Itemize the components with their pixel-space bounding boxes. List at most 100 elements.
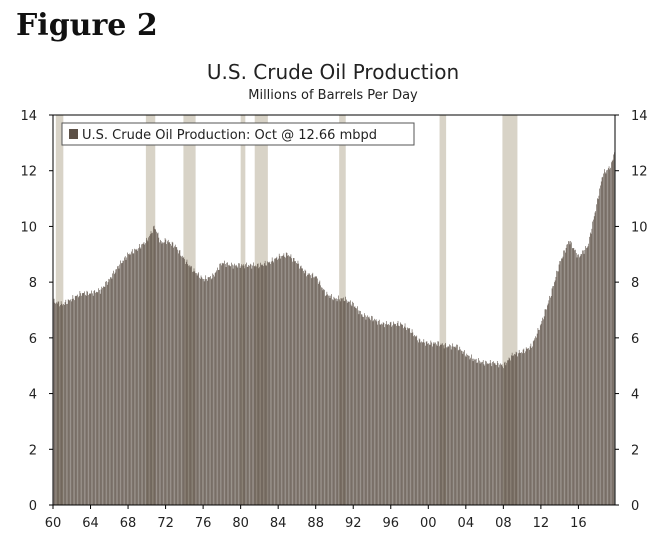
production-bar xyxy=(397,320,399,505)
production-bar xyxy=(249,263,251,505)
production-bar xyxy=(514,354,515,505)
production-bar xyxy=(214,276,215,505)
production-bar xyxy=(267,261,268,505)
production-bar xyxy=(229,265,231,505)
production-bar xyxy=(459,346,461,505)
production-bar xyxy=(267,262,269,505)
production-bar xyxy=(296,262,297,505)
production-bar xyxy=(475,358,477,505)
production-bar xyxy=(172,242,174,505)
production-bar xyxy=(478,358,479,505)
production-bar xyxy=(420,342,421,505)
production-bar xyxy=(268,262,270,505)
production-bar xyxy=(330,295,332,505)
production-bar xyxy=(466,353,468,505)
production-bar xyxy=(415,336,417,505)
production-bar xyxy=(215,271,217,505)
production-bar xyxy=(364,315,366,505)
production-bar xyxy=(477,362,479,505)
production-bar xyxy=(168,242,170,505)
production-bar xyxy=(481,362,482,505)
production-bar xyxy=(474,359,475,505)
production-bar xyxy=(100,289,102,505)
production-bar xyxy=(73,298,74,505)
production-bar xyxy=(433,341,435,505)
production-bar xyxy=(132,253,134,505)
production-bar xyxy=(568,241,570,505)
production-bar xyxy=(301,268,303,505)
production-bar xyxy=(518,353,519,505)
production-bar xyxy=(373,320,375,505)
production-bar xyxy=(453,346,454,505)
production-bar xyxy=(548,300,550,505)
production-bar xyxy=(76,295,78,505)
x-tick-label: 68 xyxy=(120,516,137,531)
production-bar xyxy=(498,367,500,505)
production-bar xyxy=(178,253,179,505)
production-bar xyxy=(538,329,539,505)
production-bar xyxy=(375,320,376,505)
plot-frame xyxy=(52,114,616,506)
production-bar xyxy=(225,267,227,505)
production-bar xyxy=(86,290,88,505)
production-bar xyxy=(550,296,552,505)
production-bar xyxy=(181,255,183,505)
production-bar xyxy=(171,241,173,505)
production-bar xyxy=(476,362,478,505)
production-bar xyxy=(153,226,154,505)
production-bar xyxy=(332,300,334,505)
production-bar xyxy=(189,265,190,505)
production-bar xyxy=(602,176,604,505)
production-bar xyxy=(275,258,277,505)
production-bar xyxy=(450,345,451,505)
production-bar xyxy=(66,304,67,505)
production-bar xyxy=(124,256,126,505)
production-bar xyxy=(407,327,408,505)
production-bar xyxy=(525,351,526,505)
production-bar xyxy=(414,336,416,505)
left-tick-label: 6 xyxy=(29,332,37,347)
production-bar xyxy=(262,264,264,505)
production-bar xyxy=(235,265,236,505)
production-bar xyxy=(78,297,79,505)
production-bar xyxy=(194,271,196,505)
production-bar xyxy=(110,277,112,505)
production-bar xyxy=(67,299,69,505)
production-bar xyxy=(342,297,344,505)
production-bar xyxy=(484,365,486,505)
production-bar xyxy=(388,324,389,505)
production-bar xyxy=(315,276,317,505)
production-bar xyxy=(500,363,501,505)
production-bar xyxy=(532,341,534,505)
production-bar xyxy=(295,261,296,505)
production-bar xyxy=(553,286,554,505)
legend-swatch xyxy=(69,129,78,139)
production-bar xyxy=(382,322,384,505)
production-bar xyxy=(600,181,602,505)
x-tick-label: 80 xyxy=(232,516,249,531)
production-bar xyxy=(285,252,287,505)
production-bar xyxy=(246,266,248,505)
recession-band xyxy=(145,115,156,505)
production-bar xyxy=(579,257,580,505)
production-bar xyxy=(383,323,385,505)
production-bar xyxy=(439,346,440,505)
production-bar xyxy=(501,364,503,505)
production-bar xyxy=(171,245,172,505)
production-bar xyxy=(344,300,346,505)
production-bar xyxy=(336,301,338,505)
production-bar xyxy=(564,252,566,505)
production-bar xyxy=(333,296,335,505)
production-bar xyxy=(303,270,304,505)
production-bar xyxy=(266,265,267,505)
production-bar xyxy=(599,188,600,505)
production-bar xyxy=(464,350,465,505)
production-bar xyxy=(89,293,91,505)
production-bar xyxy=(503,368,504,505)
production-bar xyxy=(608,166,610,505)
production-bar xyxy=(341,298,343,505)
production-bar xyxy=(371,316,373,505)
production-bar xyxy=(460,349,461,505)
production-bar xyxy=(189,267,191,505)
production-bar xyxy=(604,172,606,505)
